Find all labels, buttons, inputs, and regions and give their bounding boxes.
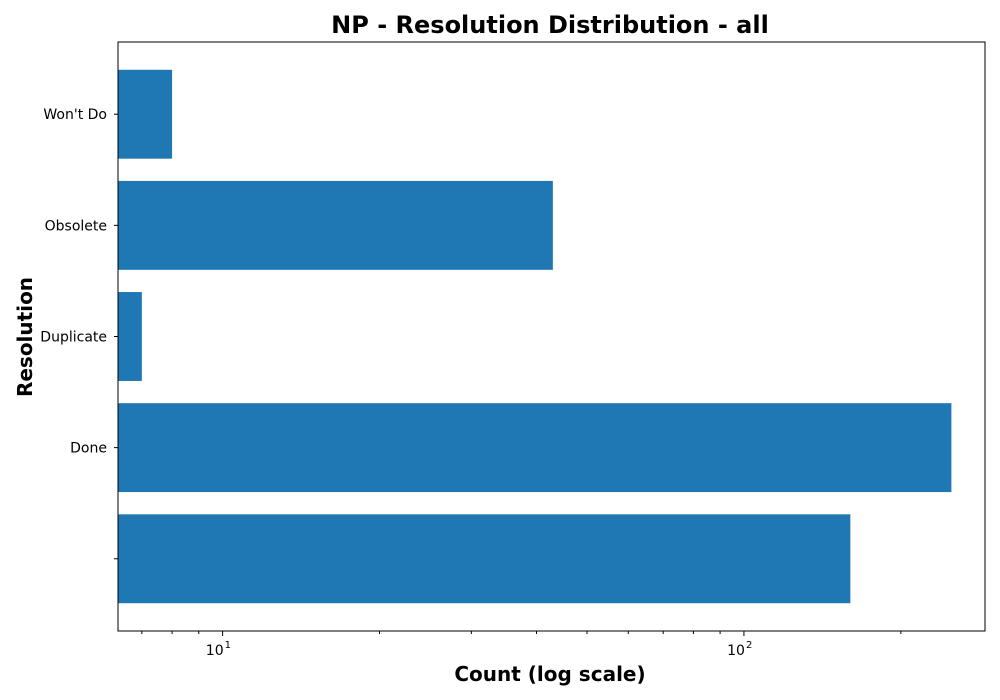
y-tick-label: Obsolete <box>45 218 107 234</box>
bar <box>118 69 173 159</box>
bar <box>118 180 553 270</box>
bar <box>118 292 142 381</box>
y-tick-label: Duplicate <box>40 330 107 346</box>
x-tick-label-base: 10 <box>727 643 745 659</box>
y-tick-label: Won't Do <box>43 107 107 123</box>
x-tick-label-exponent: 1 <box>225 640 231 651</box>
x-axis-label: Count (log scale) <box>454 662 645 686</box>
x-axis-ticks: 10 1 10 2 <box>141 631 902 659</box>
y-axis-ticks: Done Duplicate Obsolete Won't Do <box>40 107 118 560</box>
chart-title: NP - Resolution Distribution - all <box>331 11 769 39</box>
bar <box>118 403 952 493</box>
bar <box>118 514 851 604</box>
plot-frame <box>117 41 986 632</box>
x-tick-label-base: 10 <box>206 643 224 659</box>
y-tick-label: Done <box>70 441 107 457</box>
bars-layer <box>118 69 952 604</box>
x-tick-label-exponent: 2 <box>746 640 752 651</box>
y-axis-label: Resolution <box>13 277 37 397</box>
